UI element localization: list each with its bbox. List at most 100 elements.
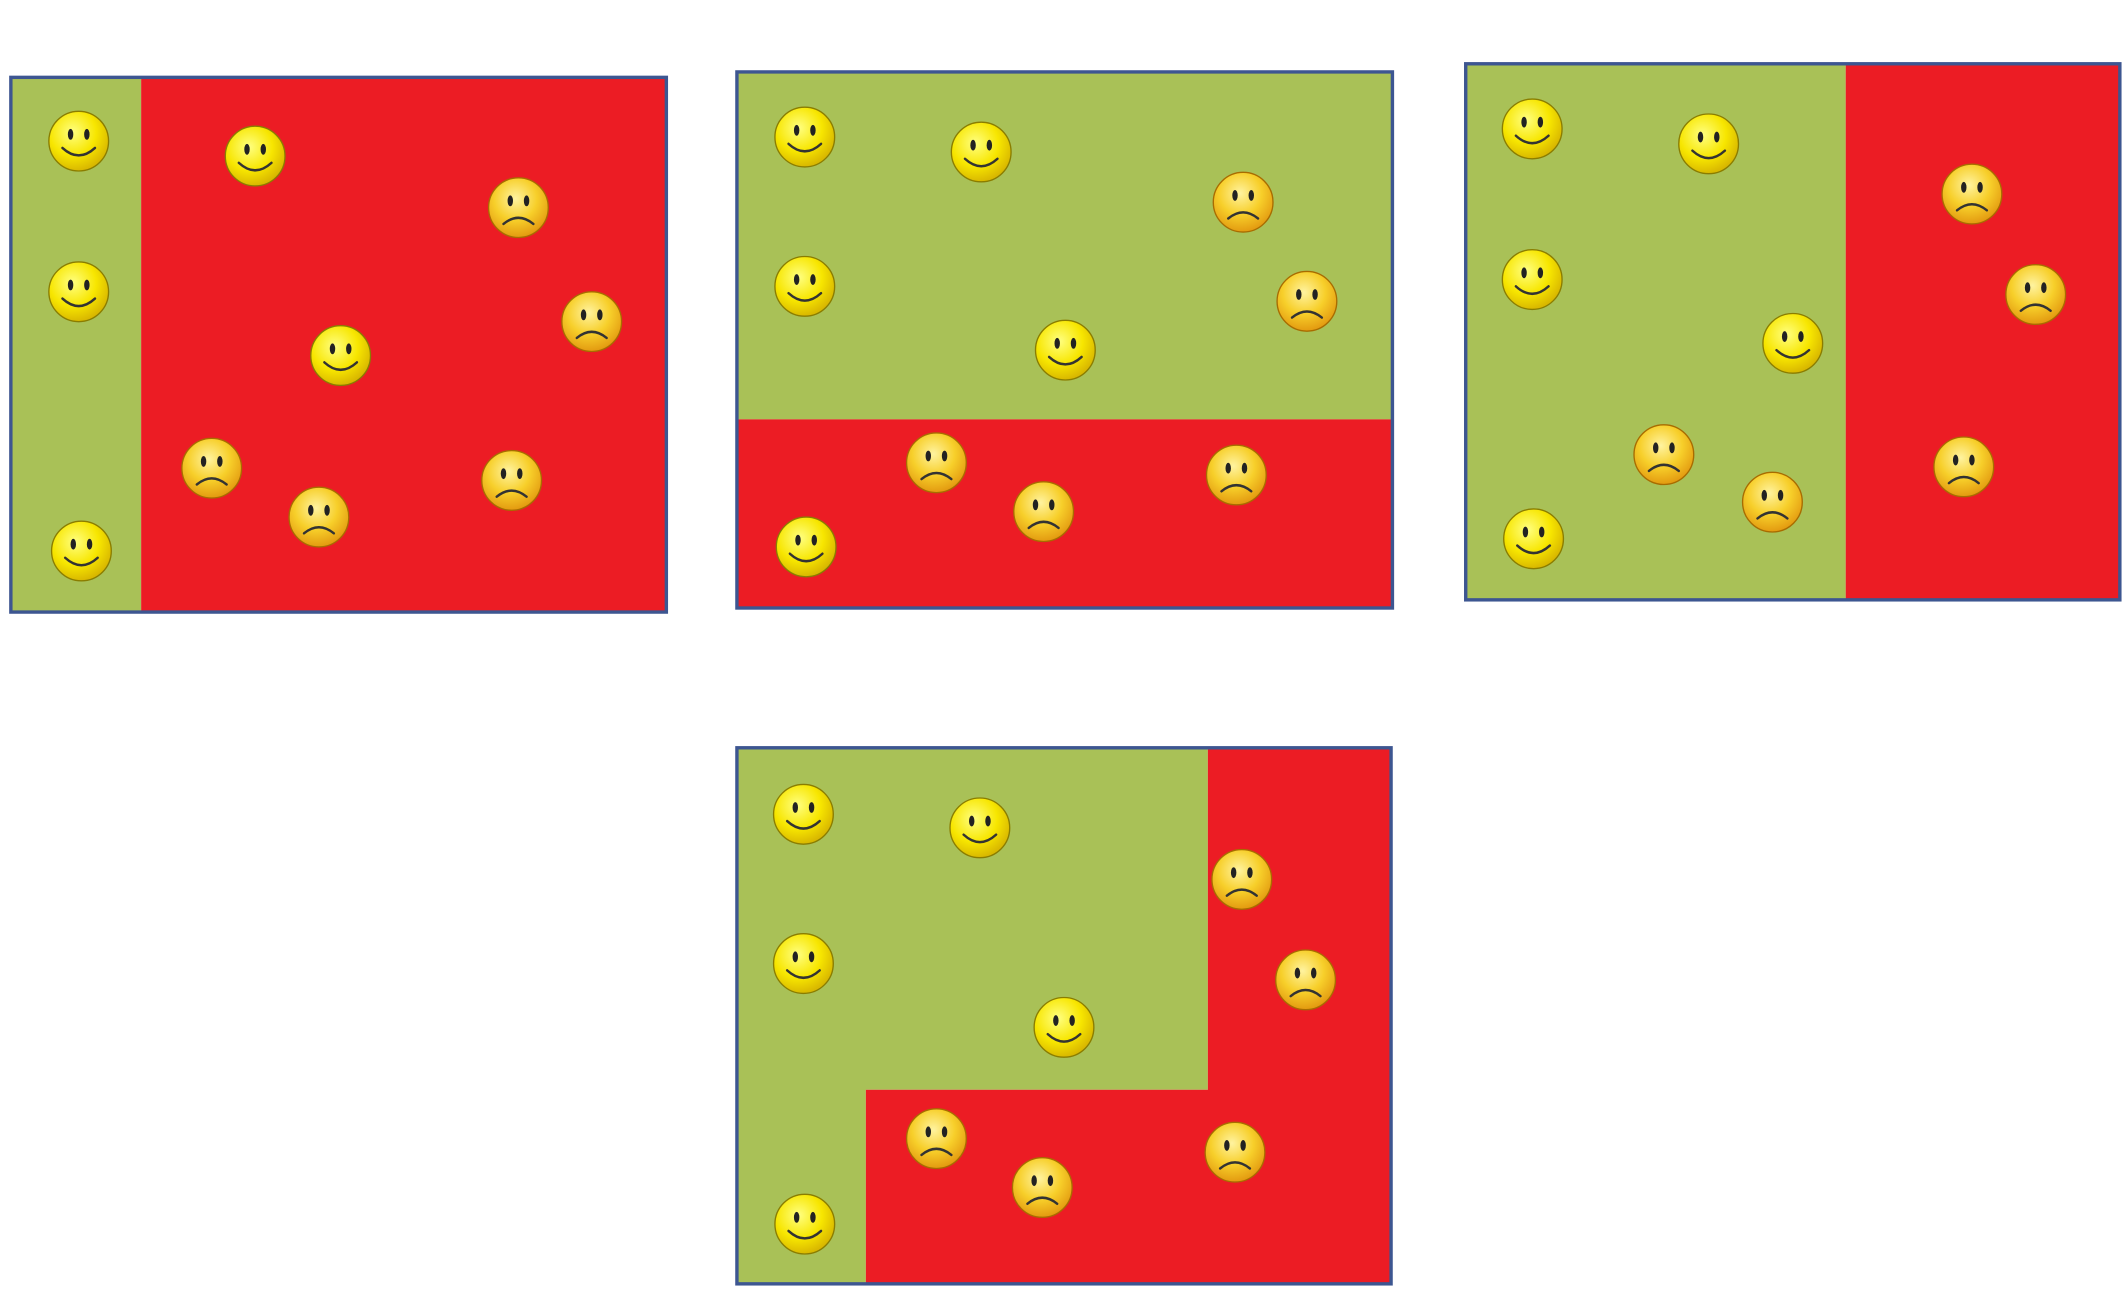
eye (580, 309, 587, 321)
mouth (302, 526, 336, 535)
eye (1653, 442, 1659, 454)
face-disc (1205, 444, 1267, 506)
mouth (963, 157, 999, 168)
eye (1053, 1015, 1059, 1026)
happy-face (1033, 996, 1095, 1058)
happy-face (50, 520, 112, 582)
mouth (61, 297, 97, 308)
happy-face (1501, 249, 1563, 311)
happy-face (224, 125, 286, 187)
face-disc (1204, 1121, 1266, 1183)
mouth (1289, 988, 1322, 998)
eye (308, 504, 314, 516)
eye (793, 1211, 800, 1223)
happy-face (1503, 508, 1565, 570)
eye (986, 139, 993, 151)
mouth (785, 969, 821, 980)
eye (1969, 454, 1975, 466)
face-disc (1503, 508, 1565, 570)
happy-face (774, 106, 836, 168)
eye (1977, 181, 1983, 193)
sad-face (1276, 270, 1338, 332)
face-disc (772, 933, 834, 995)
eye (2024, 282, 2031, 294)
mouth (920, 471, 953, 481)
mouth (1220, 483, 1253, 493)
eye (810, 274, 816, 285)
sad-face (1741, 471, 1803, 533)
mouth (495, 489, 528, 498)
sad-face (1011, 1156, 1073, 1219)
eye (1952, 454, 1959, 466)
face-disc (48, 110, 110, 172)
mouth (195, 477, 228, 486)
eye (67, 128, 74, 140)
mouth (2019, 303, 2052, 313)
eye (810, 1211, 816, 1223)
happy-face (1501, 98, 1563, 160)
face-disc (774, 1193, 836, 1255)
sad-face (1275, 949, 1337, 1011)
eye (1070, 337, 1077, 349)
mouth (787, 1229, 823, 1240)
eye (792, 951, 798, 963)
face-disc (950, 121, 1012, 183)
eye (1248, 190, 1254, 201)
mouth (1046, 1032, 1082, 1043)
eye (811, 534, 817, 546)
face-disc (1033, 996, 1095, 1058)
face-disc (561, 291, 623, 353)
eye (985, 815, 991, 827)
face-disc (1011, 1156, 1073, 1219)
face-disc (774, 255, 836, 317)
eye (808, 951, 815, 963)
sad-face (1941, 163, 2003, 225)
eye (1521, 267, 1527, 279)
sad-face (481, 449, 543, 511)
eye (969, 815, 975, 827)
eye (1669, 442, 1675, 454)
happy-face (1762, 312, 1824, 374)
mouth (1691, 149, 1727, 160)
face-disc (1933, 436, 1995, 498)
face-disc (487, 177, 549, 239)
face-disc (1633, 424, 1695, 486)
eye (329, 343, 336, 355)
mouth (788, 552, 824, 563)
face-disc (1678, 113, 1740, 175)
eye (1224, 1140, 1230, 1151)
mouth (1226, 211, 1260, 220)
mouth (1225, 888, 1258, 897)
eye (792, 802, 798, 813)
sad-face (905, 432, 967, 494)
mouth (787, 142, 823, 153)
eye (795, 534, 801, 546)
face-disc (1941, 163, 2003, 225)
eye (86, 538, 93, 550)
happy-face (775, 516, 837, 578)
sad-face (1633, 424, 1695, 486)
eye (1294, 967, 1301, 979)
face-disc (50, 520, 112, 582)
eye (1537, 116, 1544, 128)
happy-face (1034, 319, 1096, 381)
eye (1069, 1015, 1075, 1026)
eye (1232, 190, 1238, 201)
face-disc (224, 125, 286, 187)
panel-border (9, 75, 669, 614)
face-disc (774, 106, 836, 168)
eye (941, 450, 948, 462)
mouth (785, 819, 821, 830)
happy-face (772, 783, 834, 845)
eye (1539, 526, 1545, 538)
sad-face (1933, 436, 1995, 498)
eye (70, 538, 76, 550)
eye (597, 309, 603, 321)
mouth (1947, 475, 1980, 485)
red-region (1845, 63, 2120, 600)
eye (217, 456, 223, 467)
eye (517, 468, 523, 480)
eye (1031, 1175, 1037, 1187)
happy-face (949, 797, 1011, 859)
face-disc (1212, 171, 1274, 233)
